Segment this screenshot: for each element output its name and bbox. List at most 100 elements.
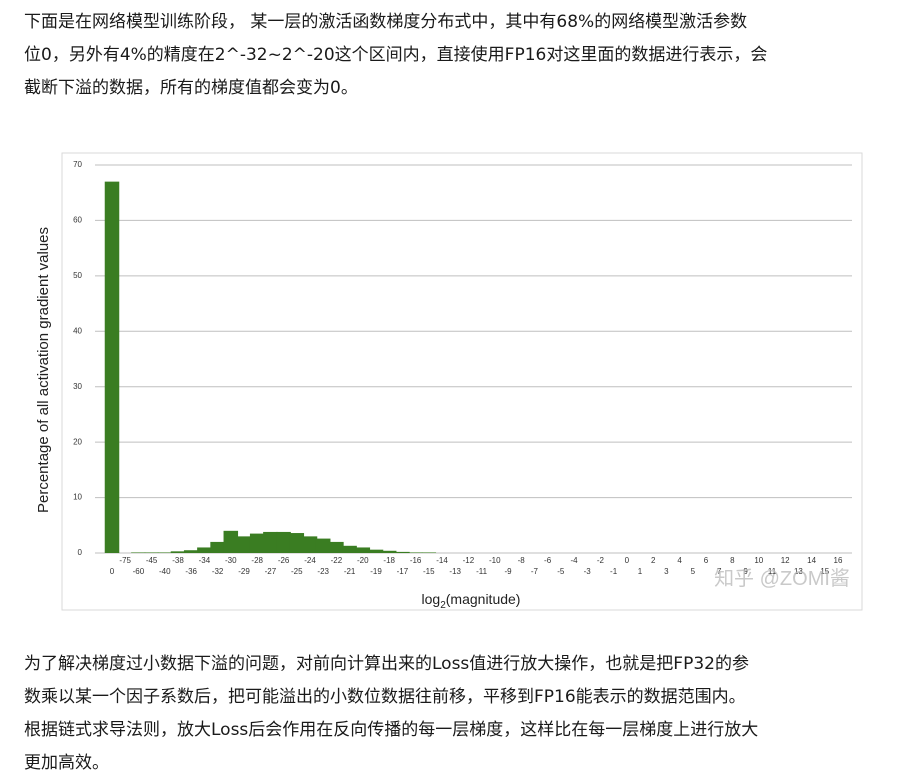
x-tick-label: -2: [597, 556, 605, 565]
x-tick-label: -21: [344, 567, 356, 576]
x-tick-label: -14: [436, 556, 448, 565]
text-line: 为了解决梯度过小数据下溢的问题，对前向计算出来的Loss值进行放大操作，也就是把…: [24, 654, 749, 674]
bar: [355, 547, 371, 553]
x-label-rest: (magnitude): [446, 591, 521, 607]
x-tick-label: 14: [807, 556, 816, 565]
watermark: 知乎 @ZOMI酱: [714, 567, 850, 590]
x-tick-label: -3: [584, 567, 592, 576]
x-tick-label: -30: [225, 556, 237, 565]
x-tick-label: -23: [317, 567, 329, 576]
bar: [104, 181, 120, 553]
y-tick-label: 60: [73, 216, 82, 225]
bar: [236, 536, 252, 553]
x-tick-label: 7: [717, 567, 722, 576]
chart-frame: [61, 152, 863, 611]
x-tick-label: -9: [504, 567, 512, 576]
x-tick-label: -34: [199, 556, 211, 565]
bar: [408, 552, 423, 553]
y-tick-label: 20: [73, 437, 82, 446]
bar: [249, 533, 265, 553]
x-tick-label: -7: [531, 567, 539, 576]
x-label-sub: 2: [440, 600, 446, 611]
text-line: 截断下溢的数据，所有的梯度值都会变为0。: [24, 78, 358, 98]
paragraph: 下面是在网络模型训练阶段， 某一层的激活函数梯度分布式中，其中有68%的网络模型…: [24, 6, 767, 105]
x-tick-label: 4: [677, 556, 682, 565]
x-tick-label: 3: [664, 567, 669, 576]
bar: [197, 547, 212, 553]
x-tick-label: 0: [625, 556, 630, 565]
x-tick-label: -27: [265, 567, 277, 576]
y-tick-label: 50: [73, 271, 82, 280]
x-tick-label: -6: [544, 556, 552, 565]
bar: [329, 541, 344, 553]
bar: [131, 552, 146, 553]
bar: [144, 552, 159, 553]
x-tick-label: -19: [370, 567, 382, 576]
x-tick-label: 2: [651, 556, 656, 565]
x-label-base: log: [422, 591, 441, 607]
x-tick-label: 15: [820, 567, 829, 576]
x-tick-label: -4: [570, 556, 578, 565]
x-tick-label: -29: [238, 567, 250, 576]
x-tick-label: -45: [146, 556, 158, 565]
x-tick-label: 9: [743, 567, 748, 576]
x-tick-label: -17: [397, 567, 409, 576]
x-tick-label: 1: [638, 567, 643, 576]
bar: [223, 530, 239, 553]
y-tick-label: 0: [78, 548, 83, 557]
x-tick-label: -40: [159, 567, 171, 576]
bar: [289, 533, 305, 553]
x-tick-label: 13: [794, 567, 803, 576]
bar: [421, 552, 437, 553]
x-tick-label: -26: [278, 556, 290, 565]
x-tick-label: -60: [133, 567, 145, 576]
x-tick-label: -5: [557, 567, 565, 576]
y-axis-label: Percentage of all activation gradient va…: [35, 227, 52, 513]
x-tick-label: 16: [834, 556, 843, 565]
x-tick-label: 8: [730, 556, 735, 565]
text-line: 位0，另外有4%的精度在2^-32~2^-20这个区间内，直接使用FP16对这里…: [24, 45, 768, 65]
x-tick-label: -25: [291, 567, 303, 576]
bar: [263, 531, 278, 553]
x-tick-label: -16: [410, 556, 422, 565]
x-tick-label: -12: [463, 556, 475, 565]
text-line: 更加高效。: [24, 753, 109, 773]
bar: [342, 545, 357, 553]
x-tick-label: -38: [172, 556, 184, 565]
x-tick-label: 12: [781, 556, 790, 565]
x-tick-label: 6: [704, 556, 709, 565]
x-tick-label: -13: [449, 567, 461, 576]
x-tick-label: -1: [610, 567, 618, 576]
text-line: 下面是在网络模型训练阶段， 某一层的激活函数梯度分布式中，其中有68%的网络模型…: [24, 12, 748, 32]
y-tick-label: 30: [73, 382, 82, 391]
text-line: 根据链式求导法则，放大Loss后会作用在反向传播的每一层梯度，这样比在每一层梯度…: [24, 720, 759, 740]
y-tick-label: 70: [73, 160, 82, 169]
bar: [276, 531, 291, 553]
bar: [157, 552, 173, 553]
x-tick-label: -22: [331, 556, 343, 565]
x-tick-label: 5: [691, 567, 696, 576]
x-tick-label: 0: [110, 567, 115, 576]
x-tick-label: -18: [383, 556, 395, 565]
text-line: 数乘以某一个因子系数后，把可能溢出的小数位数据往前移，平移到FP16能表示的数据…: [24, 687, 746, 707]
y-tick-label: 10: [73, 493, 82, 502]
x-tick-label: -8: [518, 556, 526, 565]
x-tick-label: -15: [423, 567, 435, 576]
x-tick-label: -11: [476, 567, 488, 576]
bar: [395, 551, 410, 553]
bar: [381, 550, 397, 553]
x-tick-label: -75: [119, 556, 131, 565]
x-tick-label: -36: [185, 567, 197, 576]
y-tick-label: 40: [73, 326, 82, 335]
x-tick-label: -10: [489, 556, 501, 565]
x-tick-label: -28: [251, 556, 263, 565]
bar: [302, 536, 318, 553]
x-axis-label: log2(magnitude): [422, 591, 521, 611]
bar: [183, 550, 199, 553]
bar: [170, 551, 186, 553]
x-tick-label: -32: [212, 567, 224, 576]
bar: [368, 549, 384, 553]
x-tick-label: -24: [304, 556, 316, 565]
